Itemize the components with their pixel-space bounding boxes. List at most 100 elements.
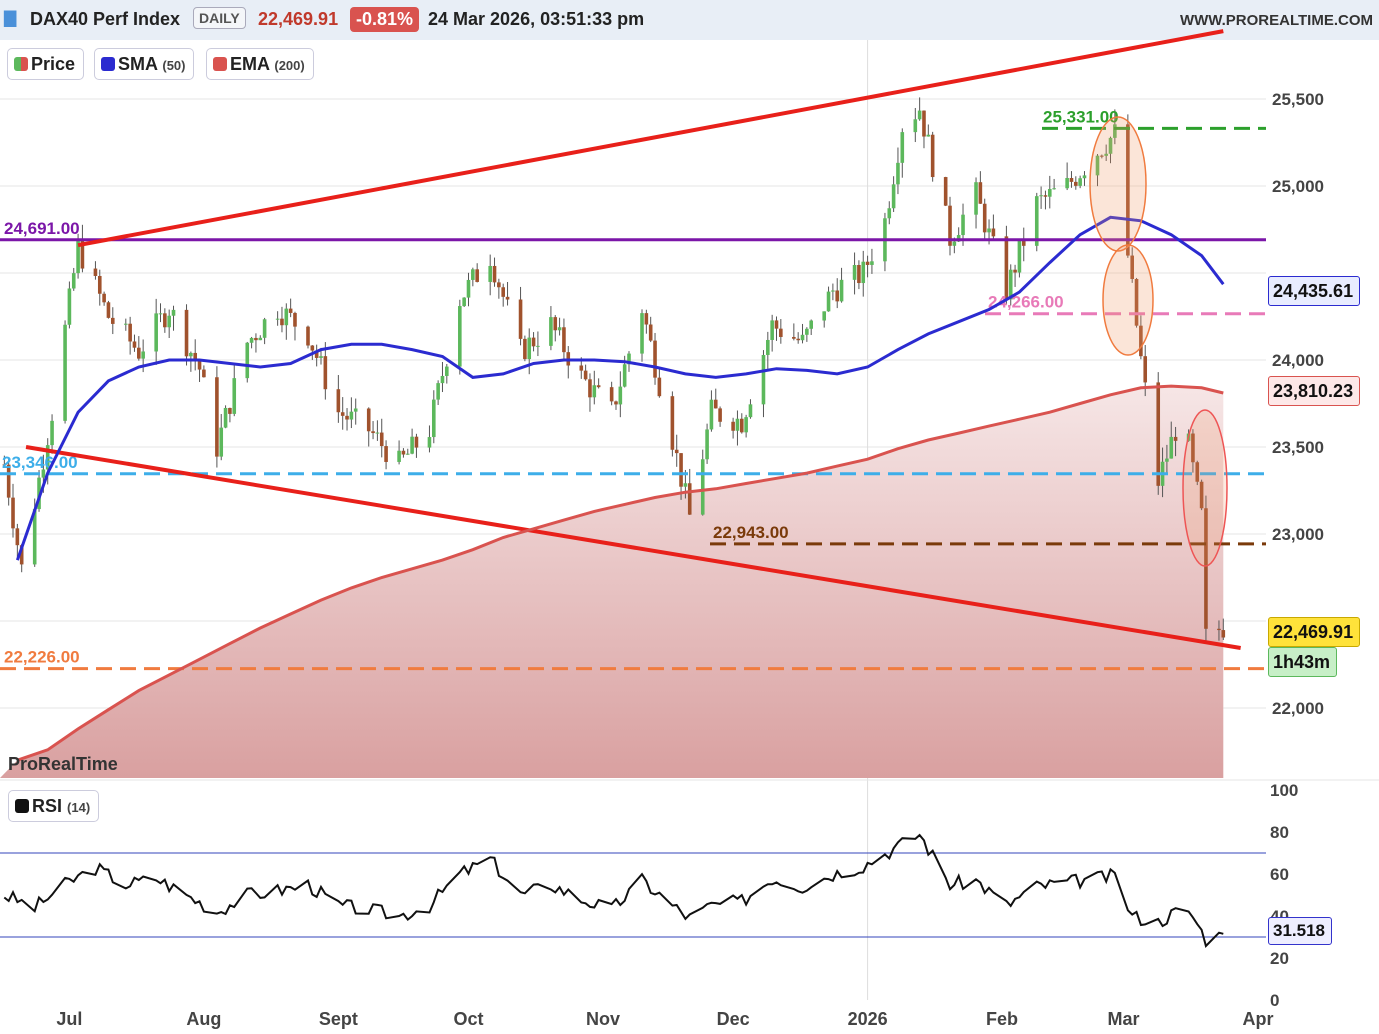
time-tick-label: Feb [986,1009,1018,1029]
candle-body [887,208,892,219]
candle-body [171,309,176,316]
price-axis[interactable]: 22,000 23,000 23,500 24,000 25,000 25,500 [1272,90,1324,718]
candle-body [414,436,419,448]
candle-body [193,352,198,362]
candle-body [900,132,905,163]
candle-body [761,354,766,405]
candle-body [609,387,614,402]
candle-body [410,436,414,454]
candle-body [748,404,753,418]
timestamp: 24 Mar 2026, 03:51:33 pm [428,9,645,29]
candle-body [202,369,206,378]
candle-body [401,450,406,455]
candle-body [258,337,263,341]
candle-body [518,299,523,339]
legend-sma[interactable]: SMA (50) [94,48,195,80]
candle-body [865,261,870,265]
candle-body [739,418,744,433]
candle-body [371,431,375,434]
candle-body [1143,356,1148,383]
time-axis[interactable]: Jul Aug Sept Oct Nov Dec 2026 Feb Mar Apr [56,1009,1273,1029]
rsi-tick-label: 20 [1270,949,1289,968]
price-tick-label: 23,500 [1272,438,1324,457]
candle-body [1204,508,1208,629]
time-tick-label: Dec [717,1009,750,1029]
candle-body [987,228,991,233]
time-tick-label: Nov [586,1009,620,1029]
price-tick-label: 24,000 [1272,351,1324,370]
legend-ema[interactable]: EMA (200) [206,48,314,80]
trendline [25,445,1241,650]
candle-body [275,318,280,320]
candle-body [670,396,675,450]
candle-body [110,317,115,324]
candle-body [232,378,237,414]
levels-group: 24,691.00 25,331.00 24,266.00 23,346.00 22,9… [0,107,1266,671]
candle-body [596,385,601,388]
rsi-tick-label: 100 [1270,781,1298,800]
candle-body [774,320,779,329]
candle-body [2,464,7,466]
candle-body [653,340,657,378]
candle-body [1082,175,1087,179]
candle-body [345,415,349,420]
candle-body [223,407,228,428]
candle-body [622,364,627,387]
legend-ema-param: (200) [274,58,305,73]
price-swatch-icon [14,57,28,71]
candle-body [770,320,774,340]
period-selector[interactable]: DAILY [193,7,246,29]
candle-body [375,432,380,434]
candle-body [219,427,224,457]
candle-body [71,273,76,289]
candle-body [11,497,15,529]
legend-price[interactable]: Price [7,48,85,80]
rsi-tick-label: 80 [1270,823,1289,842]
ema-line [16,384,1224,762]
candle-body [505,296,510,300]
candle-body [835,290,840,302]
chart-header: ▇ DAX40 Perf Index DAILY 22,469.91 -0.81… [0,0,1379,40]
candle-body [618,386,623,405]
candle-body [501,287,505,297]
candle-body [592,385,597,398]
candle-body [796,338,800,341]
candle-body [1052,188,1056,190]
instrument-name[interactable]: DAX40 Perf Index [30,9,181,29]
candle-body [436,383,440,400]
sma-value-tag: 24,435.61 [1268,276,1361,306]
candle-body [948,205,952,246]
candle-body [106,302,111,318]
candle-body [319,356,323,358]
candle-body [700,459,705,515]
candle-body [1100,155,1104,157]
candle-body [553,317,558,331]
candle-body [674,449,679,454]
level-label: 25,331.00 [1043,107,1119,126]
candle-body [731,421,735,431]
price-tick-label: 23,000 [1272,525,1324,544]
legend-ema-label: EMA [230,54,270,74]
candle-body [536,345,540,347]
candle-body [440,375,445,384]
candle-body [792,336,796,339]
candle-body [137,347,141,359]
candle-body [982,203,987,233]
last-price: 22,469.91 [258,9,339,29]
rsi-tick-label: 60 [1270,865,1289,884]
site-link[interactable]: WWW.PROREALTIME.COM [1179,12,1373,29]
candle-body [19,545,24,565]
candle-body [705,429,709,460]
candle-body [657,377,662,397]
instrument-chart-icon: ▇ [4,10,17,27]
candle-body [249,337,254,343]
rsi-panel[interactable]: 020406080100 [0,781,1298,1010]
legend-rsi[interactable]: RSI (14) [8,790,100,822]
price-change-badge: -0.81% [350,7,420,32]
candle-body [15,528,20,546]
candle-body [1199,481,1204,509]
candle-body [245,342,250,379]
candle-body [497,282,501,288]
candle-body [1108,137,1113,154]
